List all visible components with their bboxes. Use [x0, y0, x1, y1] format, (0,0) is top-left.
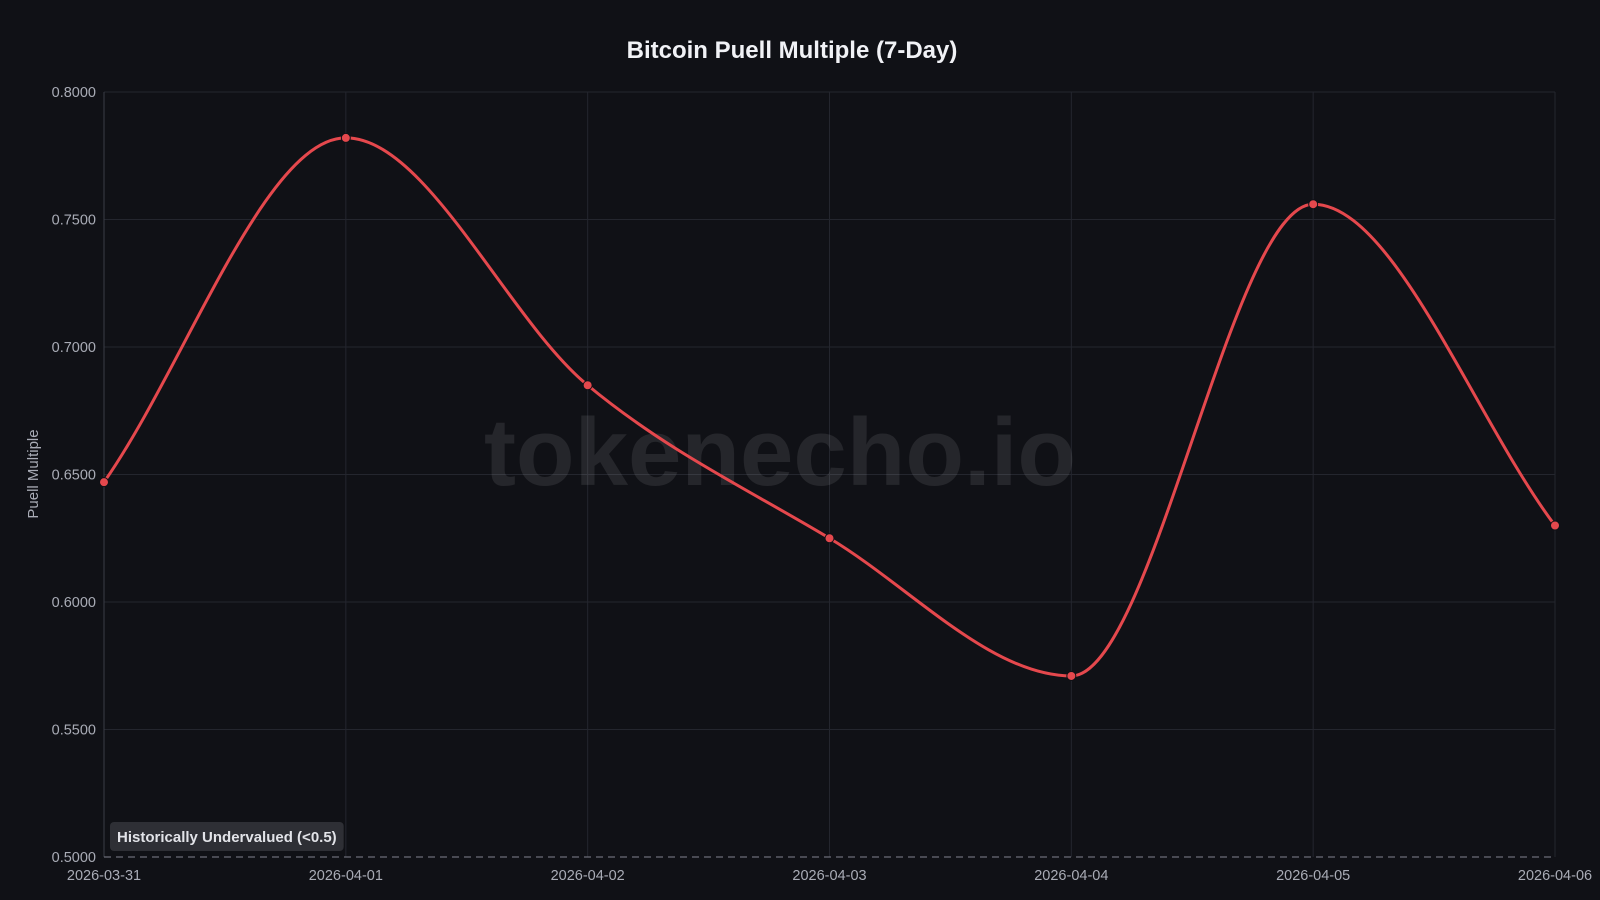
- x-tick-label: 2026-04-05: [1276, 868, 1350, 884]
- chart-title: Bitcoin Puell Multiple (7-Day): [627, 37, 958, 64]
- axes: 0.5000 0.5500 0.6000 0.6500 0.7000 0.7500 0.80…: [52, 85, 1592, 884]
- data-point: [99, 477, 109, 488]
- y-axis-label: Puell Multiple: [25, 429, 42, 518]
- watermark: tokenecho.io: [484, 399, 1076, 506]
- x-tick-label: 2026-04-02: [551, 868, 625, 884]
- y-tick-label: 0.6000: [52, 595, 96, 611]
- y-tick-label: 0.7000: [52, 340, 96, 356]
- data-point: [1550, 520, 1560, 531]
- data-point: [824, 533, 835, 544]
- x-tick-label: 2026-04-03: [792, 868, 866, 884]
- x-tick-label: 2026-04-01: [309, 868, 383, 884]
- x-tick-label: 2026-04-06: [1518, 868, 1592, 884]
- threshold-label: Historically Undervalued (<0.5): [117, 829, 337, 846]
- series-group: [99, 132, 1560, 681]
- y-tick-label: 0.6500: [52, 468, 96, 484]
- data-point: [1308, 199, 1319, 210]
- y-tick-label: 0.5000: [52, 850, 96, 866]
- data-point: [340, 132, 351, 143]
- grid-lines: [104, 91, 1556, 857]
- x-tick-label: 2026-03-31: [67, 868, 141, 884]
- x-tick-label: 2026-04-04: [1034, 868, 1108, 884]
- y-tick-label: 0.5500: [52, 723, 96, 739]
- threshold-group: Historically Undervalued (<0.5): [104, 822, 1555, 858]
- threshold-label-box: [110, 822, 344, 851]
- y-tick-label: 0.7500: [52, 213, 96, 229]
- y-tick-label: 0.8000: [52, 85, 96, 101]
- data-point: [582, 380, 593, 391]
- data-point: [1066, 670, 1077, 681]
